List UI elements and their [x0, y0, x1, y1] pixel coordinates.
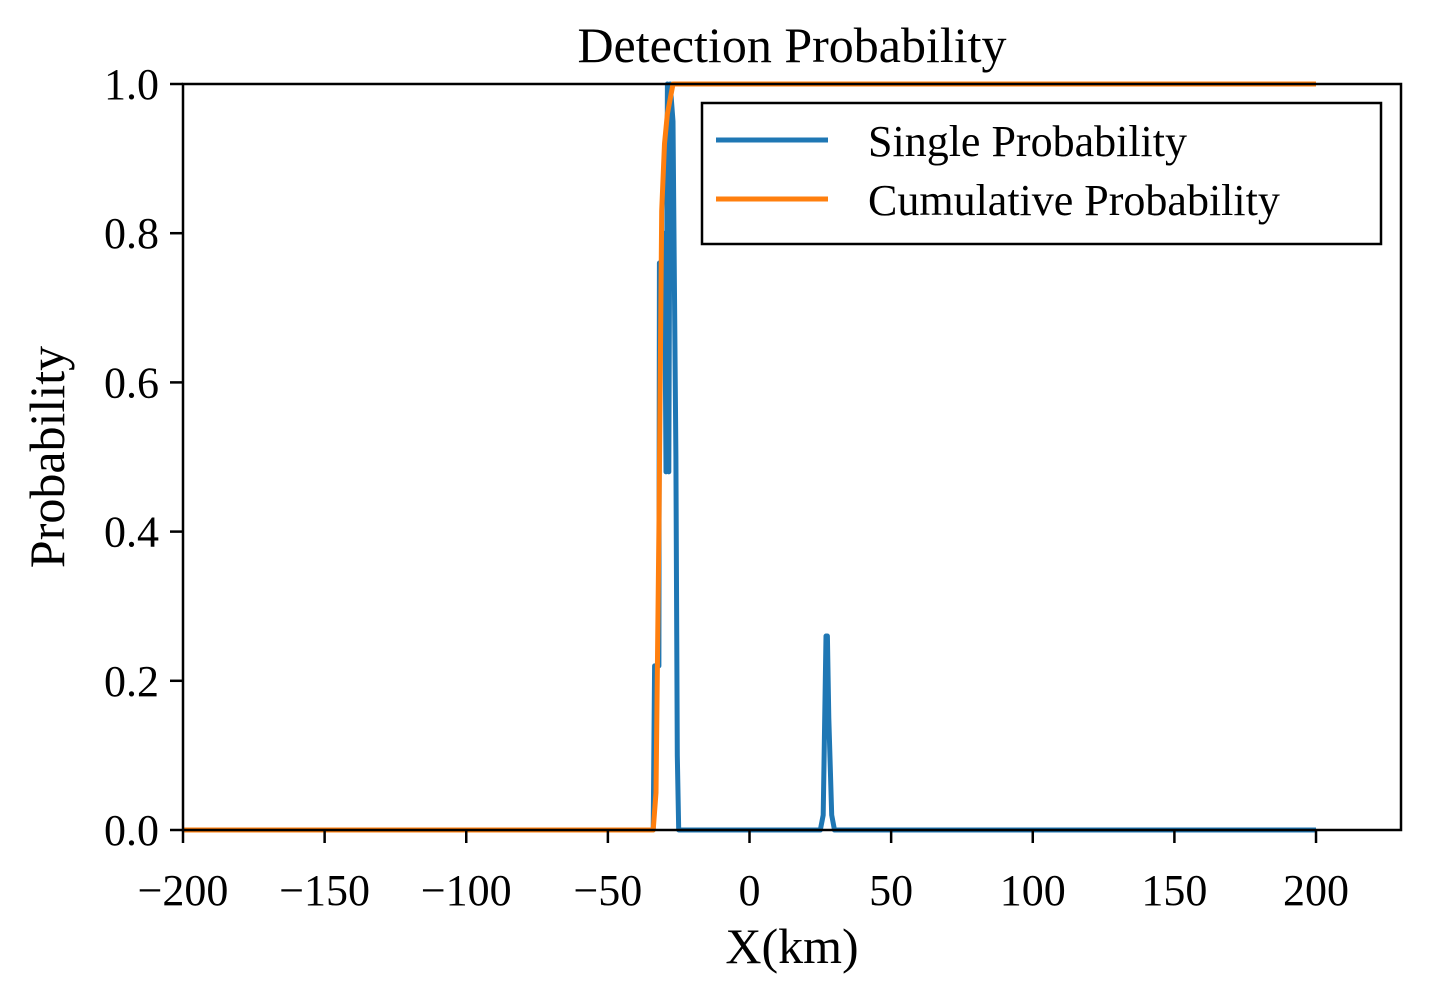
- x-tick-label: 200: [1283, 866, 1349, 915]
- x-tick-label: 0: [739, 866, 761, 915]
- y-tick-label: 0.6: [104, 358, 159, 407]
- x-tick-label: −200: [138, 866, 229, 915]
- y-tick-label: 0.2: [104, 657, 159, 706]
- y-axis-label: Probability: [19, 346, 75, 568]
- x-axis-label: X(km): [725, 918, 858, 974]
- chart-title: Detection Probability: [577, 17, 1006, 73]
- y-tick-label: 0.8: [104, 209, 159, 258]
- legend-label-cumulative-probability: Cumulative Probability: [868, 176, 1280, 225]
- x-tick-label: −100: [421, 866, 512, 915]
- y-axis-ticks: 0.0 0.2 0.4 0.6 0.8 1.0: [104, 60, 183, 855]
- x-tick-label: −50: [573, 866, 642, 915]
- y-tick-label: 1.0: [104, 60, 159, 109]
- legend: Single Probability Cumulative Probabilit…: [700, 101, 1383, 246]
- x-tick-label: 50: [869, 866, 913, 915]
- y-tick-label: 0.0: [104, 806, 159, 855]
- x-tick-label: −150: [279, 866, 370, 915]
- y-tick-label: 0.4: [104, 508, 159, 557]
- plot-frame: [181, 82, 1403, 832]
- x-axis-ticks: −200 −150 −100 −50 0 50 100 150 200: [138, 830, 1349, 915]
- legend-label-single-probability: Single Probability: [868, 117, 1187, 166]
- legend-box: [700, 101, 1383, 246]
- x-tick-label: 100: [1000, 866, 1066, 915]
- x-tick-label: 150: [1141, 866, 1207, 915]
